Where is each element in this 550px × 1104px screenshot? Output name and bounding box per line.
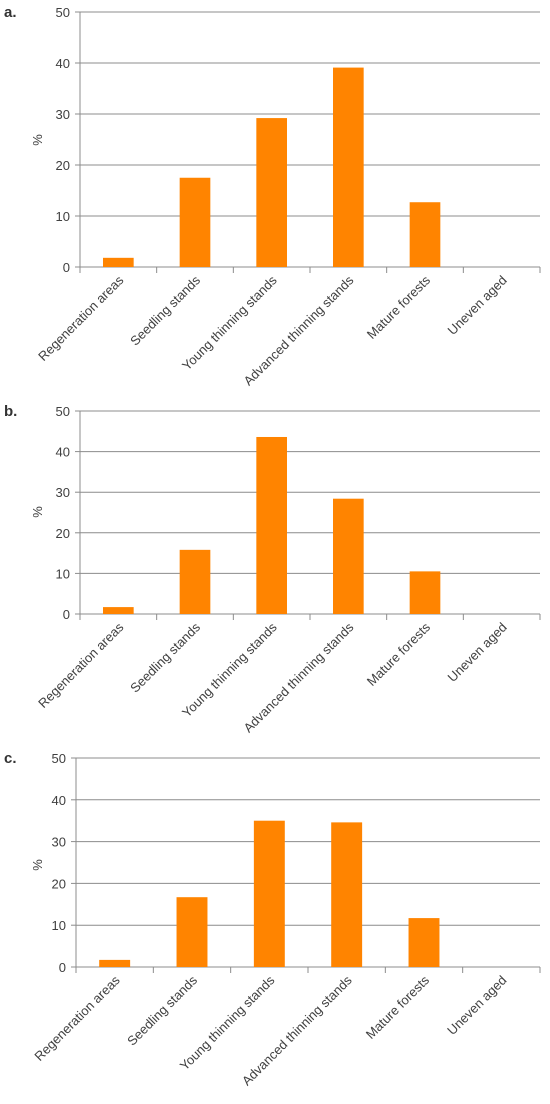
y-tick-label: 30 xyxy=(56,107,70,122)
bar-chart-a: 0 10 20 30 40 50% Regeneration areas Seedling s… xyxy=(30,5,541,388)
chart-panel-c: c. 0 10 20 30 40 50% Regeneration areas Seedlin… xyxy=(0,748,550,1104)
x-category-label: Uneven aged xyxy=(444,620,509,685)
y-tick-label: 0 xyxy=(63,607,70,622)
y-tick-label: 0 xyxy=(59,960,66,975)
x-category-label: Mature forests xyxy=(363,972,433,1042)
y-axis-label: % xyxy=(30,134,45,146)
bar xyxy=(408,918,440,967)
x-category-label: Regeneration areas xyxy=(31,972,123,1064)
bar xyxy=(256,436,287,614)
x-category-label: Seedling stands xyxy=(124,972,200,1048)
bar xyxy=(179,177,211,267)
y-tick-label: 40 xyxy=(52,793,66,808)
panel-label: c. xyxy=(4,750,17,767)
y-tick-label: 50 xyxy=(56,5,70,20)
bar xyxy=(333,67,364,267)
bar xyxy=(253,820,285,967)
bar xyxy=(103,607,134,614)
y-tick-label: 10 xyxy=(52,918,66,933)
bar xyxy=(256,118,287,267)
y-axis-label: % xyxy=(30,506,45,518)
bar xyxy=(409,571,441,614)
y-tick-label: 10 xyxy=(56,209,70,224)
x-category-label: Seedling stands xyxy=(127,272,203,348)
x-category-label: Mature forests xyxy=(364,272,434,342)
x-category-label: Mature forests xyxy=(364,619,434,689)
x-category-label: Seedling stands xyxy=(127,619,203,695)
panel-label: a. xyxy=(4,4,17,21)
y-tick-label: 30 xyxy=(56,485,70,500)
bar xyxy=(409,202,441,267)
y-tick-label: 40 xyxy=(56,56,70,71)
y-tick-label: 50 xyxy=(56,404,70,419)
y-tick-label: 20 xyxy=(52,876,66,891)
panel-label: b. xyxy=(4,403,18,420)
y-tick-label: 20 xyxy=(56,158,70,173)
y-tick-label: 20 xyxy=(56,526,70,541)
bar xyxy=(179,549,211,614)
x-category-label: Uneven aged xyxy=(444,273,509,338)
chart-panel-b: b. 0 10 20 30 40 50% Regeneration areas Seedlin… xyxy=(0,372,550,748)
x-category-label: Regeneration areas xyxy=(35,619,127,711)
x-category-label: Regeneration areas xyxy=(35,272,127,364)
bar-chart-b: 0 10 20 30 40 50% Regeneration areas Seedling s… xyxy=(30,404,541,735)
bar xyxy=(176,897,208,967)
bar xyxy=(103,257,134,267)
x-category-label: Uneven aged xyxy=(444,973,509,1038)
bar xyxy=(331,822,363,967)
chart-panel-a: a. 0 10 20 30 40 50% Regeneration areas Seedlin… xyxy=(0,0,550,388)
y-tick-label: 10 xyxy=(56,566,70,581)
y-tick-label: 0 xyxy=(63,260,70,275)
y-tick-label: 30 xyxy=(52,835,66,850)
bar xyxy=(99,959,131,967)
bar xyxy=(333,498,364,614)
bar-chart-c: 0 10 20 30 40 50% Regeneration areas Seedling s… xyxy=(30,751,541,1088)
y-tick-label: 40 xyxy=(56,445,70,460)
y-tick-label: 50 xyxy=(52,751,66,766)
y-axis-label: % xyxy=(30,859,45,871)
